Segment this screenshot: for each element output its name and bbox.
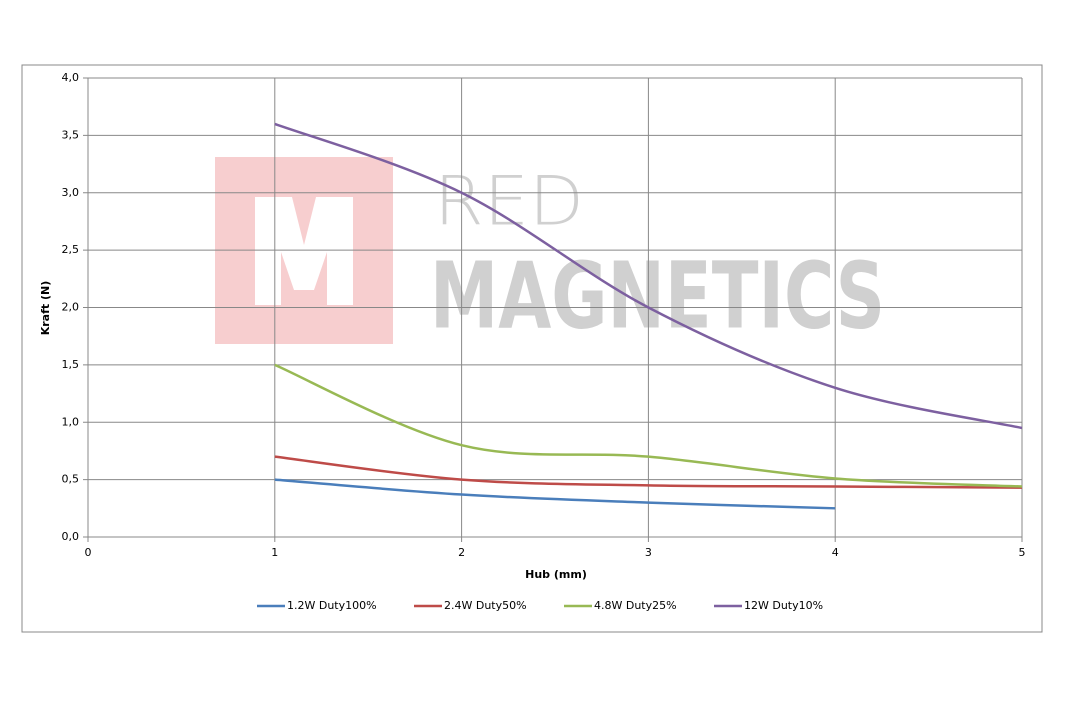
y-tick-label: 1,5 [62, 358, 80, 371]
x-tick-label: 0 [85, 546, 92, 559]
x-tick-label: 5 [1019, 546, 1026, 559]
x-axis-title: Hub (mm) [525, 568, 587, 581]
legend-label: 4.8W Duty25% [594, 599, 677, 612]
y-tick-label: 0,5 [62, 473, 80, 486]
y-tick-label: 3,0 [62, 186, 80, 199]
y-tick-label: 2,0 [62, 301, 80, 314]
y-tick-label: 3,5 [62, 128, 80, 141]
legend-label: 12W Duty10% [744, 599, 823, 612]
y-tick-label: 1,0 [62, 415, 80, 428]
x-tick-label: 4 [832, 546, 839, 559]
brand-top: RED [434, 163, 584, 242]
series-line [274, 478, 836, 510]
y-tick-label: 2,5 [62, 243, 80, 256]
series-line [274, 122, 1023, 430]
legend-label: 2.4W Duty50% [444, 599, 527, 612]
brand-bottom: MAGNETICS [430, 242, 885, 349]
watermark: RED MAGNETICS [215, 157, 885, 349]
series-line [274, 455, 1023, 489]
y-tick-label: 0,0 [62, 530, 80, 543]
y-axis-title: Kraft (N) [39, 281, 52, 336]
legend-label: 1.2W Duty100% [287, 599, 377, 612]
y-tick-label: 4,0 [62, 71, 80, 84]
x-tick-label: 3 [645, 546, 652, 559]
series-line [274, 363, 1023, 488]
x-tick-label: 2 [458, 546, 465, 559]
logo-m [255, 197, 353, 305]
x-tick-label: 1 [271, 546, 278, 559]
